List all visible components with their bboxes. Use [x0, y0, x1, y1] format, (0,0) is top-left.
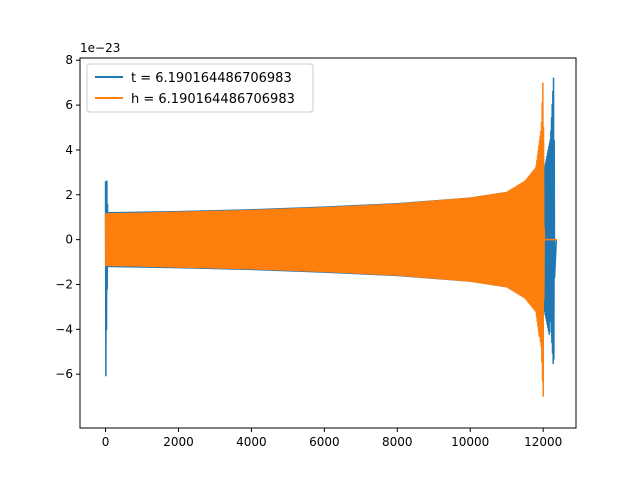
legend: t = 6.190164486706983 h = 6.1901644867069…	[86, 63, 314, 113]
y-tick-label: 6	[65, 98, 73, 112]
x-tick-label: 4000	[236, 435, 267, 449]
y-tick-label: −4	[55, 322, 73, 336]
x-tick-label: 10000	[451, 435, 489, 449]
y-tick-label: 0	[65, 233, 73, 247]
x-tick-label: 2000	[163, 435, 194, 449]
y-tick-label: −2	[55, 277, 73, 291]
legend-label: h = 6.190164486706983	[131, 92, 295, 107]
y-offset-label: 1e−23	[80, 41, 120, 55]
x-tick-label: 6000	[309, 435, 340, 449]
x-axis: 0 2000 4000 6000 8000 10000 12000	[102, 428, 562, 449]
y-tick-label: 2	[65, 188, 73, 202]
legend-box	[86, 63, 314, 113]
x-tick-label: 8000	[382, 435, 413, 449]
x-tick-label: 0	[102, 435, 110, 449]
series-layer	[104, 77, 558, 397]
x-tick-label: 12000	[524, 435, 562, 449]
y-axis: −6 −4 −2 0 2 4 6 8	[55, 53, 80, 381]
plot-frame	[79, 57, 577, 429]
series-line-h	[104, 82, 557, 397]
y-tick-label: −6	[55, 367, 73, 381]
legend-label: t = 6.190164486706983	[131, 71, 292, 86]
y-tick-label: 8	[65, 53, 73, 67]
y-tick-label: 4	[65, 143, 73, 157]
